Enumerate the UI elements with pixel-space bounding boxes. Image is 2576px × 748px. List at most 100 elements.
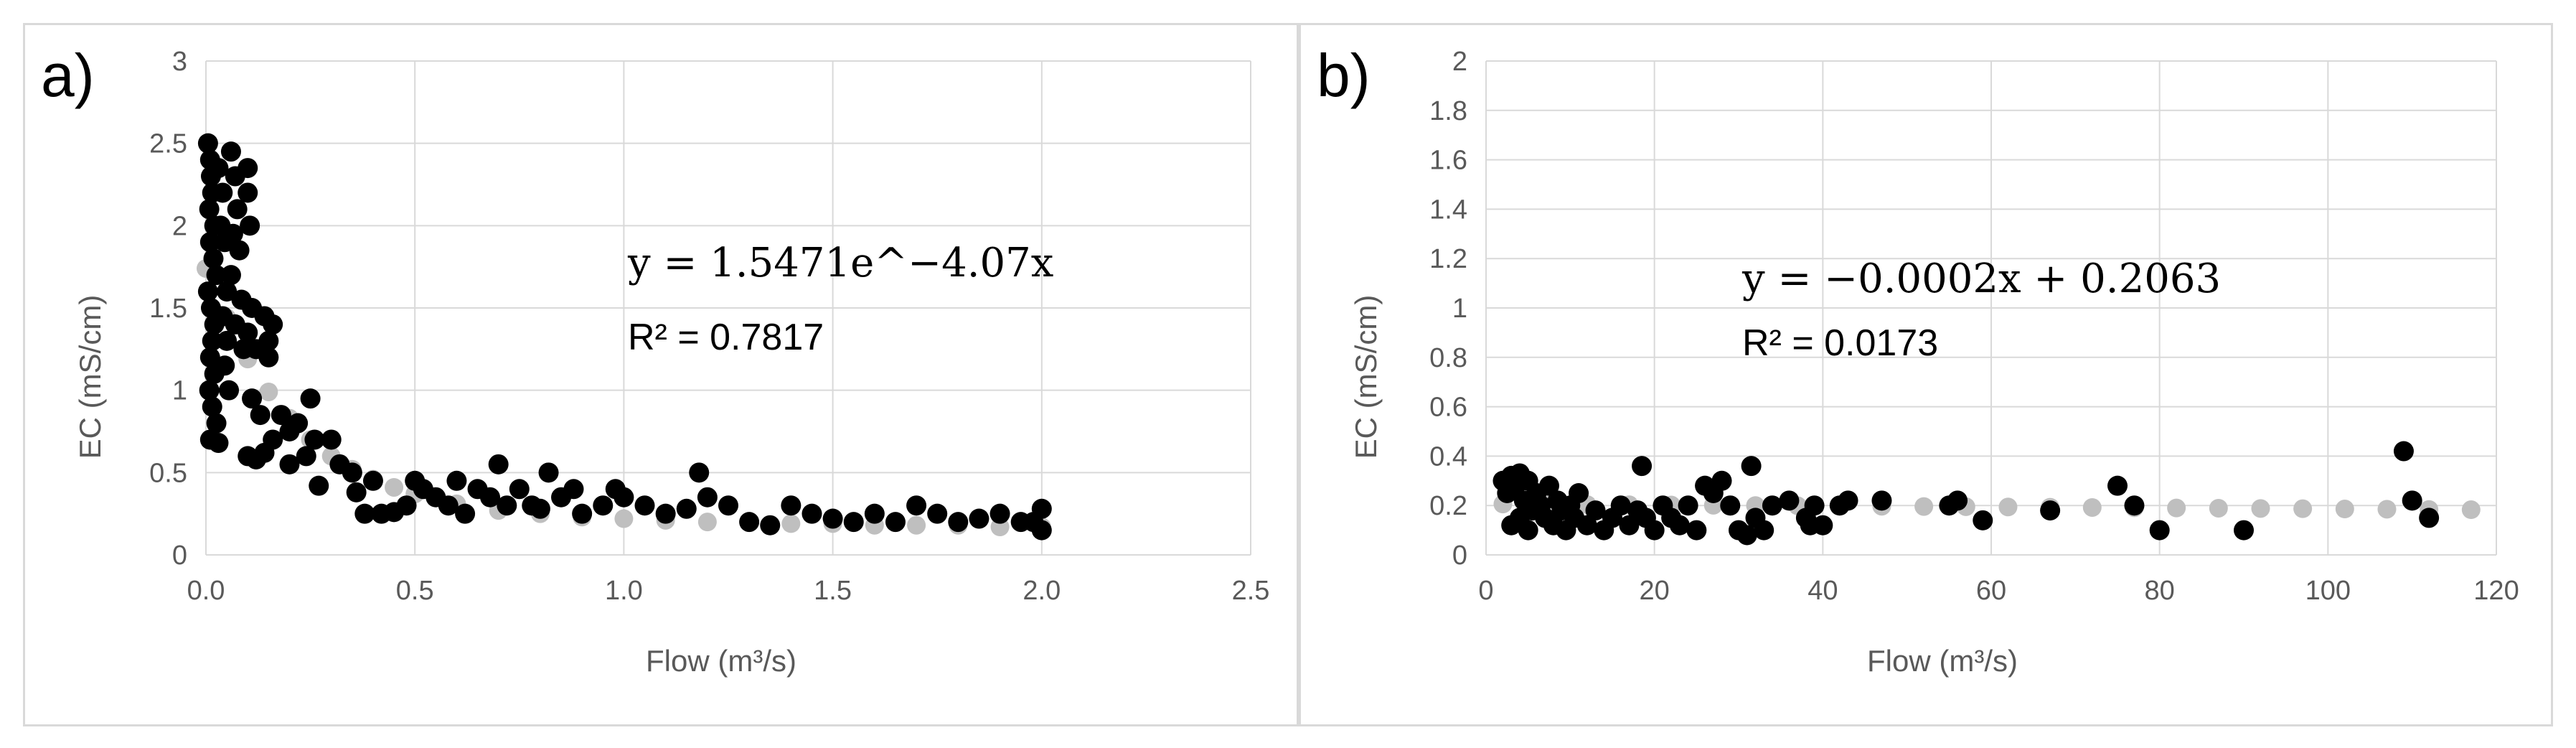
- chart-0-observed-point: [530, 498, 550, 519]
- chart-1-observed-point: [1576, 515, 1597, 536]
- chart-0-observed-point: [822, 508, 843, 529]
- chart-0-observed-point: [202, 396, 222, 417]
- chart-1-fitted-point: [2461, 500, 2481, 520]
- chart-0-fitted-point: [781, 514, 801, 533]
- chart-0-observed-point: [271, 405, 291, 426]
- chart-0-y-tick-label: 0.5: [149, 458, 187, 488]
- chart-1-observed-point: [1736, 525, 1757, 546]
- chart-b-x-axis-title: Flow (m³/s): [1867, 644, 2018, 678]
- chart-1-observed-point: [2393, 441, 2414, 462]
- chart-1-observed-point: [1610, 495, 1631, 516]
- chart-1-fitted-point: [1998, 497, 2018, 517]
- chart-0-observed-point: [634, 495, 655, 516]
- chart-1-x-tick-label: 0: [1478, 576, 1493, 606]
- chart-1-x-tick-label: 40: [1808, 576, 1838, 606]
- chart-a-r-squared: R² = 0.7817: [628, 317, 824, 358]
- chart-a-y-axis-title: EC (mS/cm): [73, 295, 107, 459]
- panel-label-a: a): [41, 42, 95, 109]
- chart-a-equation: y = 1.5471e^−4.07x: [627, 240, 1053, 286]
- chart-0-observed-point: [718, 495, 738, 516]
- chart-0-observed-point: [217, 330, 238, 351]
- panel-label-b: b): [1317, 42, 1371, 109]
- chart-b-observed-series: [1493, 441, 2440, 546]
- chart-1-observed-point: [1973, 510, 1993, 530]
- chart-0-y-tick-label: 3: [172, 47, 187, 77]
- chart-panel-b: b) 0 0.2 0.4 0.6 0.8 1 1.2 1.4 1.6 1.8 2 0 20 40 60 80…: [1299, 23, 2553, 726]
- chart-1-observed-point: [1804, 495, 1825, 516]
- chart-1-observed-point: [2149, 520, 2170, 541]
- chart-0-observed-point: [948, 512, 969, 533]
- chart-0-fitted-point: [614, 509, 634, 528]
- chart-0-x-tick-label: 0.5: [396, 576, 434, 606]
- chart-0-observed-point: [346, 482, 367, 502]
- chart-0-observed-point: [199, 380, 220, 401]
- chart-0-observed-point: [497, 495, 517, 516]
- chart-1-observed-point: [2402, 490, 2422, 511]
- chart-0-fitted-point: [907, 515, 926, 535]
- chart-0-fitted-point: [697, 513, 717, 532]
- chart-1-x-tick-label: 100: [2305, 576, 2351, 606]
- chart-0-observed-point: [250, 405, 271, 426]
- chart-0-y-tick-label: 1: [172, 376, 187, 406]
- chart-0-fitted-point: [259, 382, 278, 401]
- chart-0-observed-point: [843, 512, 864, 533]
- chart-0-y-tick-label: 1.5: [149, 294, 187, 324]
- chart-0-observed-point: [296, 446, 316, 467]
- chart-0-x-tick-label: 2.0: [1023, 576, 1061, 606]
- chart-0-observed-point: [238, 322, 258, 343]
- chart-1-y-tick-label: 0.4: [1429, 441, 1467, 472]
- chart-0-observed-point: [258, 347, 279, 368]
- chart-0-observed-point: [1023, 512, 1044, 533]
- chart-1-y-tick-label: 1.4: [1429, 195, 1467, 225]
- chart-b-svg: 0 0.2 0.4 0.6 0.8 1 1.2 1.4 1.6 1.8 2 0 20 40 60 80 100…: [1349, 47, 2519, 678]
- chart-a-x-axis-title: Flow (m³/s): [646, 644, 796, 678]
- chart-0-observed-point: [217, 281, 238, 302]
- chart-1-observed-point: [1539, 475, 1559, 496]
- chart-1-observed-point: [1686, 520, 1707, 541]
- chart-0-observed-point: [199, 347, 220, 368]
- chart-0-observed-point: [220, 141, 241, 162]
- chart-0-observed-point: [220, 265, 241, 286]
- chart-0-observed-point: [229, 240, 250, 261]
- chart-0-observed-point: [455, 503, 476, 524]
- chart-1-x-tick-label: 60: [1976, 576, 2006, 606]
- chart-1-observed-point: [1754, 520, 1774, 541]
- chart-b-y-ticks: 0 0.2 0.4 0.6 0.8 1 1.2 1.4 1.6 1.8 2: [1429, 47, 1467, 571]
- chart-1-observed-point: [1644, 520, 1665, 541]
- chart-0-observed-point: [563, 479, 584, 500]
- chart-0-observed-point: [906, 495, 927, 516]
- chart-0-observed-point: [263, 314, 283, 335]
- chart-1-observed-point: [2040, 500, 2061, 521]
- chart-1-observed-point: [1632, 456, 1653, 477]
- chart-1-fitted-point: [2167, 498, 2186, 518]
- chart-0-observed-point: [676, 498, 697, 519]
- chart-0-observed-point: [927, 503, 948, 524]
- chart-0-y-tick-label: 2: [172, 211, 187, 241]
- chart-0-x-tick-label: 2.5: [1232, 576, 1270, 606]
- chart-1-y-tick-label: 1.2: [1429, 244, 1467, 274]
- chart-0-observed-point: [396, 495, 417, 516]
- chart-0-observed-point: [208, 158, 229, 179]
- chart-0-observed-point: [227, 199, 248, 220]
- chart-b-r-squared: R² = 0.0173: [1742, 322, 1938, 364]
- chart-a-y-ticks: 0 0.5 1 1.5 2 2.5 3: [149, 47, 187, 571]
- chart-1-observed-point: [1813, 515, 1833, 536]
- chart-0-observed-point: [238, 182, 258, 203]
- chart-0-observed-point: [969, 508, 989, 529]
- chart-1-observed-point: [1669, 515, 1690, 536]
- chart-0-observed-point: [263, 429, 283, 450]
- chart-1-fitted-point: [2251, 499, 2270, 518]
- chart-0-observed-point: [240, 215, 260, 236]
- chart-0-observed-point: [697, 487, 718, 508]
- chart-1-fitted-point: [2082, 497, 2102, 517]
- chart-0-observed-point: [614, 487, 634, 508]
- chart-1-observed-point: [1871, 490, 1892, 511]
- chart-1-observed-point: [1585, 500, 1606, 521]
- chart-0-observed-point: [989, 503, 1010, 524]
- chart-1-observed-point: [1678, 495, 1698, 516]
- chart-0-observed-point: [242, 388, 263, 409]
- chart-1-y-tick-label: 0.2: [1429, 491, 1467, 521]
- chart-1-observed-point: [1720, 495, 1741, 516]
- chart-0-observed-point: [438, 495, 459, 516]
- chart-0-observed-point: [885, 512, 906, 533]
